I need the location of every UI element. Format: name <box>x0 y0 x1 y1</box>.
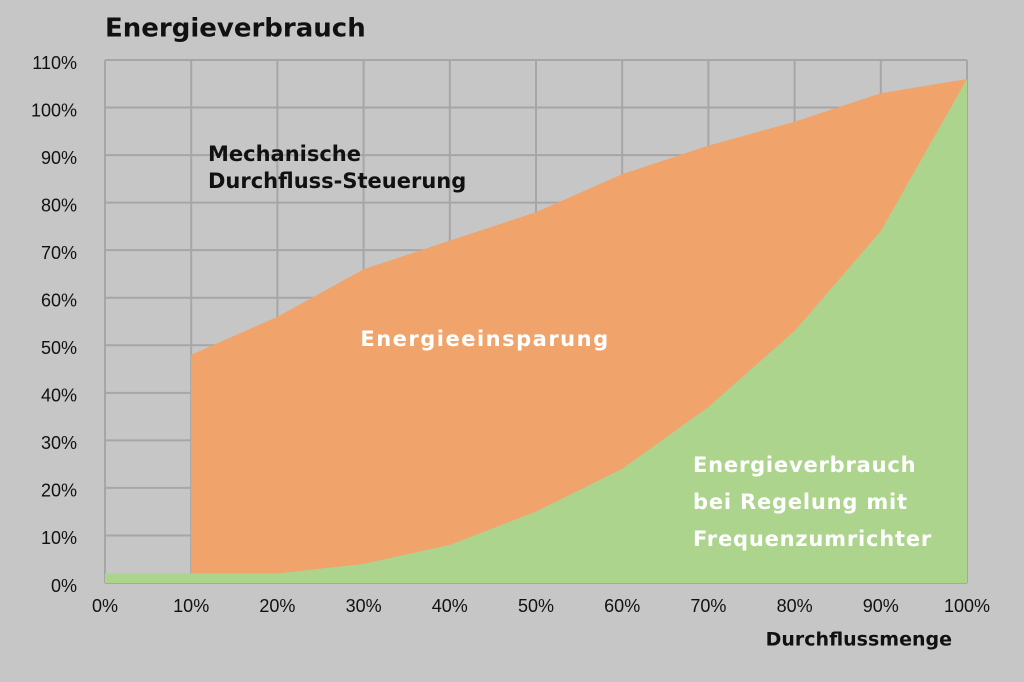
annotation: Durchfluss-Steuerung <box>208 169 466 193</box>
x-tick-label: 60% <box>604 596 640 616</box>
y-tick-label: 90% <box>41 148 77 168</box>
x-axis-label: Durchflussmenge <box>766 629 952 651</box>
x-tick-label: 30% <box>346 596 382 616</box>
x-tick-label: 40% <box>432 596 468 616</box>
y-tick-label: 80% <box>41 195 77 215</box>
y-tick-label: 0% <box>51 576 77 596</box>
y-tick-label: 110% <box>32 53 77 73</box>
x-tick-label: 20% <box>259 596 295 616</box>
x-tick-label: 10% <box>173 596 209 616</box>
annotation: Mechanische <box>208 142 361 166</box>
annotation: Frequenzumrichter <box>693 527 932 551</box>
annotation: bei Regelung mit <box>693 490 908 514</box>
annotation: Energieeinsparung <box>360 327 609 351</box>
y-tick-label: 50% <box>41 338 77 358</box>
y-tick-label: 30% <box>41 433 77 453</box>
y-tick-label: 60% <box>41 290 77 310</box>
y-tick-label: 20% <box>41 481 77 501</box>
y-tick-label: 10% <box>41 528 77 548</box>
x-tick-label: 80% <box>777 596 813 616</box>
x-tick-label: 70% <box>690 596 726 616</box>
annotation: Energieverbrauch <box>693 453 916 477</box>
savings-area <box>191 79 967 574</box>
x-tick-label: 100% <box>944 596 990 616</box>
x-tick-label: 90% <box>863 596 899 616</box>
y-tick-label: 70% <box>41 243 77 263</box>
y-tick-label: 40% <box>41 386 77 406</box>
y-tick-label: 100% <box>31 100 77 120</box>
x-tick-label: 0% <box>92 596 118 616</box>
chart-title: Energieverbrauch <box>105 14 366 44</box>
vfd-area <box>105 79 967 583</box>
x-tick-label: 50% <box>518 596 554 616</box>
